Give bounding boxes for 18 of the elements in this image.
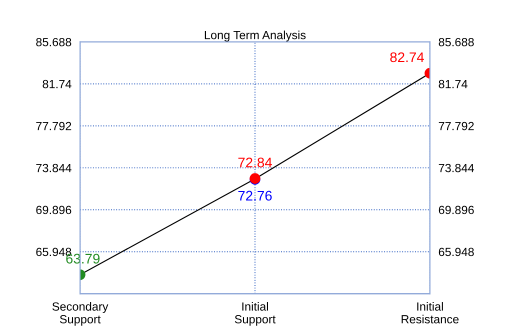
data-label: 82.74 <box>390 52 424 62</box>
chart-title: Long Term Analysis <box>204 30 306 42</box>
x-tick-label: Secondary Support <box>52 302 108 326</box>
y2-tick-label: 77.792 <box>438 122 474 130</box>
x-tick-label: Initial Resistance <box>402 302 459 324</box>
y-tick-label: 85.688 <box>36 38 72 46</box>
y2-tick-label: 73.844 <box>438 164 474 172</box>
y-tick-label: 73.844 <box>36 164 72 172</box>
y-tick-label: 81.74 <box>42 80 72 88</box>
data-label: 72.76 <box>238 190 272 201</box>
y2-tick-label: 85.688 <box>438 38 474 46</box>
x-tick-label: Initial Support <box>234 302 276 326</box>
y-tick-label: 77.792 <box>36 122 72 130</box>
data-label: 72.84 <box>238 158 272 168</box>
y2-tick-label: 65.948 <box>438 248 474 256</box>
y2-tick-label: 69.896 <box>438 206 474 214</box>
y-tick-label: 69.896 <box>36 206 72 214</box>
y2-tick-label: 81.74 <box>438 80 468 88</box>
